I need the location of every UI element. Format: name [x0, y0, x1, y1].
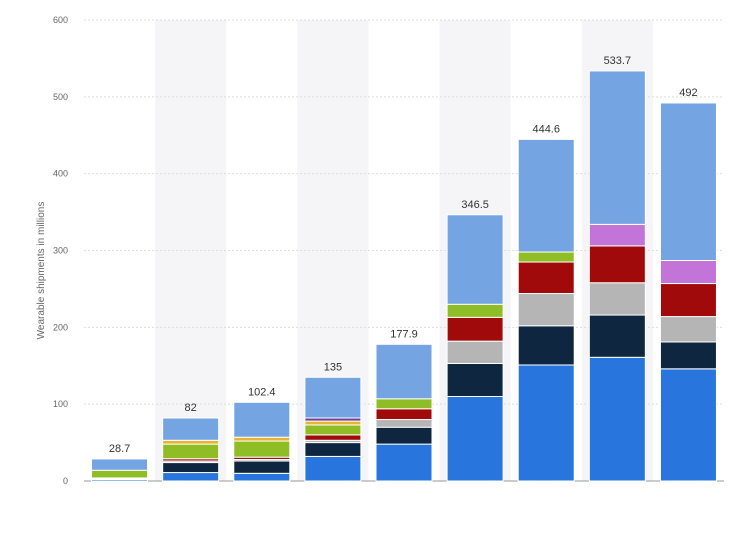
bar-segment[interactable] [304, 424, 362, 436]
bar-segment[interactable] [304, 434, 362, 441]
bar-segment[interactable] [659, 341, 717, 370]
bar-total-label: 102.4 [248, 386, 276, 398]
bar-segment[interactable] [588, 282, 646, 316]
bar-total-label: 177.9 [390, 328, 418, 340]
bar-segment[interactable] [375, 443, 433, 482]
y-tick-label: 500 [53, 92, 68, 102]
bar-segment[interactable] [162, 472, 220, 482]
bar-segment[interactable] [304, 420, 362, 426]
bar-segment[interactable] [446, 214, 504, 305]
bar-segment[interactable] [375, 426, 433, 445]
bar-segment[interactable] [233, 460, 291, 474]
y-tick-label: 200 [53, 322, 68, 332]
y-tick-labels: 0 100 200 300 400 500 600 [53, 15, 68, 486]
bar-segment[interactable] [233, 440, 291, 458]
bar-segment[interactable] [446, 362, 504, 397]
bar-segment[interactable] [659, 283, 717, 318]
bar-segment[interactable] [659, 102, 717, 261]
y-tick-label: 600 [53, 15, 68, 25]
y-tick-label: 100 [53, 399, 68, 409]
bar-segment[interactable] [588, 314, 646, 358]
bar-total-label: 346.5 [461, 199, 489, 211]
bar-total-label: 135 [324, 361, 342, 373]
bar-segment[interactable] [162, 439, 220, 445]
bar-segment[interactable] [375, 408, 433, 421]
bar-segment[interactable] [446, 303, 504, 318]
y-axis-title: Wearable shipments in millions [36, 202, 47, 340]
bar-segment[interactable] [446, 395, 504, 482]
bar-segment[interactable] [91, 469, 149, 479]
y-tick-label: 300 [53, 246, 68, 256]
bar-total-label: 492 [679, 87, 697, 99]
bar-segment[interactable] [304, 455, 362, 482]
bar-segment[interactable] [233, 436, 291, 442]
bar-segment[interactable] [517, 138, 575, 253]
bar-segment[interactable] [659, 316, 717, 343]
bar-total-label: 82 [185, 402, 197, 414]
bar-segment[interactable] [162, 462, 220, 474]
bar-segment[interactable] [304, 442, 362, 457]
bar-total-label: 444.6 [532, 123, 560, 135]
bar-total-label: 28.7 [109, 443, 130, 455]
bar-segment[interactable] [233, 472, 291, 482]
bar-segment[interactable] [446, 316, 504, 342]
bar-segment[interactable] [659, 259, 717, 285]
background-band [155, 20, 227, 481]
bars [91, 70, 717, 482]
bar-segment[interactable] [517, 251, 575, 263]
bar-segment[interactable] [162, 443, 220, 460]
bar-segment[interactable] [588, 223, 646, 247]
bar-segment[interactable] [375, 343, 433, 400]
bar-segment[interactable] [588, 245, 646, 284]
bar-segment[interactable] [91, 458, 149, 471]
bar-segment[interactable] [375, 419, 433, 428]
bar-total-label: 533.7 [604, 55, 632, 67]
bar-segment[interactable] [446, 340, 504, 364]
bar-segment[interactable] [659, 368, 717, 482]
value-labels: 28.7 82 102.4 135 177.9 346.5 444.6 533.7 492 [109, 55, 698, 455]
bar-segment[interactable] [375, 398, 433, 410]
bar-segment[interactable] [588, 356, 646, 482]
bar-segment[interactable] [517, 364, 575, 482]
bar-segment[interactable] [517, 293, 575, 327]
bar-segment[interactable] [233, 401, 291, 438]
bar-segment[interactable] [517, 325, 575, 366]
bar-segment[interactable] [162, 417, 220, 441]
bar-segment[interactable] [517, 261, 575, 295]
y-tick-label: 0 [63, 476, 68, 486]
bar-segment[interactable] [304, 376, 362, 419]
bar-segment[interactable] [588, 70, 646, 225]
y-tick-label: 400 [53, 169, 68, 179]
